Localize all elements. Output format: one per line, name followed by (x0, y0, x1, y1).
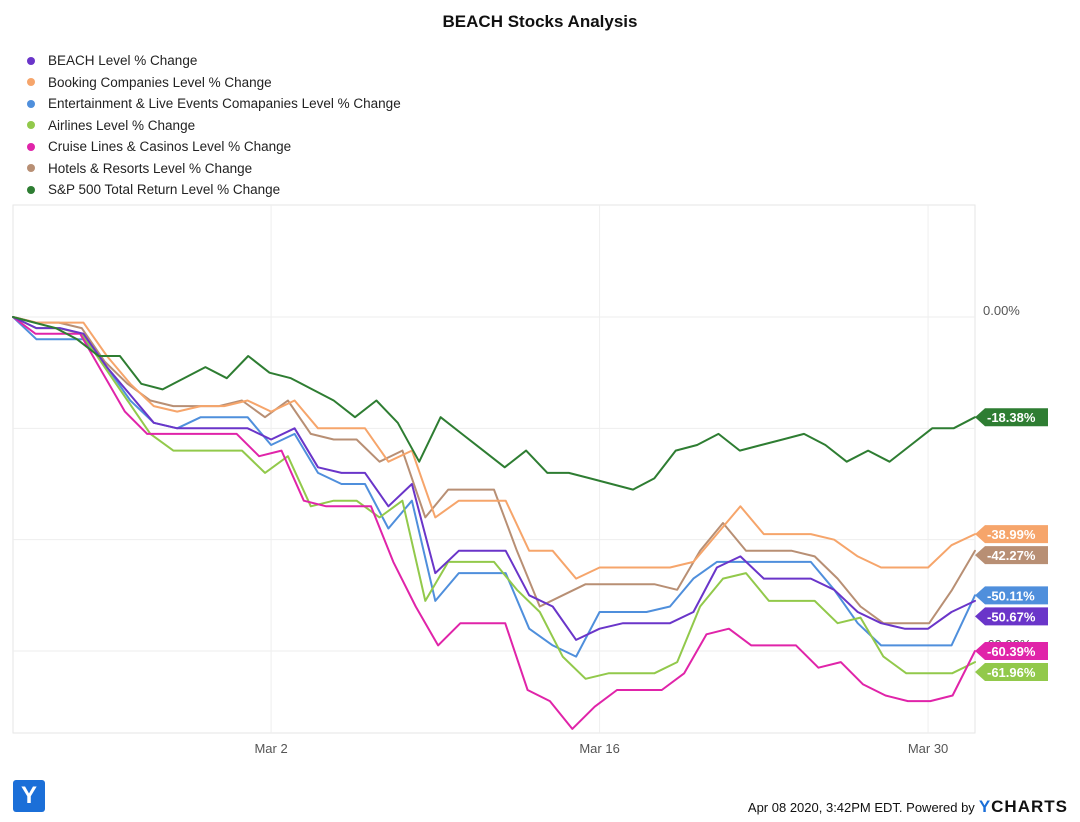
ycharts-wordmark-rest: CHARTS (991, 797, 1068, 816)
legend-label: S&P 500 Total Return Level % Change (48, 182, 281, 198)
legend-label: Cruise Lines & Casinos Level % Change (48, 139, 292, 155)
series-line (12, 316, 976, 730)
legend-item[interactable]: Booking Companies Level % Change (27, 72, 401, 94)
legend-label: Hotels & Resorts Level % Change (48, 160, 253, 176)
legend-item[interactable]: Hotels & Resorts Level % Change (27, 158, 401, 180)
end-value-tag (975, 607, 1048, 626)
end-value-tag (975, 642, 1048, 660)
end-value-tag (975, 525, 1048, 544)
legend-dot-icon (27, 185, 35, 194)
end-value-tag (975, 546, 1048, 565)
series-line (12, 316, 976, 680)
series-line (12, 316, 976, 658)
legend-item[interactable]: Entertainment & Live Events Comapanies L… (27, 93, 401, 115)
ycharts-wordmark-y: Y (978, 797, 992, 816)
series-line (12, 316, 976, 625)
series-line (12, 316, 976, 580)
end-value-label: -18.38% (987, 410, 1036, 425)
end-value-tag (975, 586, 1048, 605)
ycharts-wordmark[interactable]: YCHARTS (979, 797, 1068, 817)
series-line (12, 316, 976, 491)
chart-legend: BEACH Level % Change Booking Companies Le… (27, 50, 401, 201)
legend-item[interactable]: BEACH Level % Change (27, 50, 401, 72)
legend-label: Booking Companies Level % Change (48, 74, 272, 90)
legend-item[interactable]: Airlines Level % Change (27, 115, 401, 137)
chart-title: BEACH Stocks Analysis (442, 12, 638, 31)
legend-dot-icon (27, 56, 35, 65)
footer-attribution: Apr 08 2020, 3:42PM EDT. Powered by YCHA… (748, 797, 1068, 817)
legend-dot-icon (27, 121, 35, 130)
end-value-label: -60.39% (987, 644, 1036, 659)
plot-frame (12, 204, 976, 734)
legend-item[interactable]: Cruise Lines & Casinos Level % Change (27, 136, 401, 158)
end-value-label: -50.67% (987, 609, 1036, 624)
ycharts-logo[interactable]: Y (13, 780, 45, 812)
y-tick-label: 0.00% (983, 303, 1020, 318)
end-value-tag (975, 663, 1048, 681)
legend-dot-icon (27, 78, 35, 87)
x-tick-label: Mar 2 (254, 741, 287, 756)
legend-label: BEACH Level % Change (48, 53, 198, 69)
legend-dot-icon (27, 142, 35, 151)
legend-label: Entertainment & Live Events Comapanies L… (48, 96, 401, 112)
series-line (12, 316, 976, 641)
x-tick-label: Mar 30 (908, 741, 948, 756)
legend-item[interactable]: S&P 500 Total Return Level % Change (27, 179, 401, 201)
end-value-tag (975, 408, 1048, 427)
x-tick-label: Mar 16 (579, 741, 619, 756)
legend-dot-icon (27, 164, 35, 173)
end-value-label: -38.99% (987, 527, 1036, 542)
footer-timestamp: Apr 08 2020, 3:42PM EDT. Powered by (747, 799, 975, 815)
legend-dot-icon (27, 99, 35, 108)
legend-label: Airlines Level % Change (48, 117, 196, 133)
end-value-label: -50.11% (987, 588, 1035, 603)
end-value-label: -61.96% (987, 665, 1036, 680)
end-value-label: -42.27% (987, 548, 1036, 563)
